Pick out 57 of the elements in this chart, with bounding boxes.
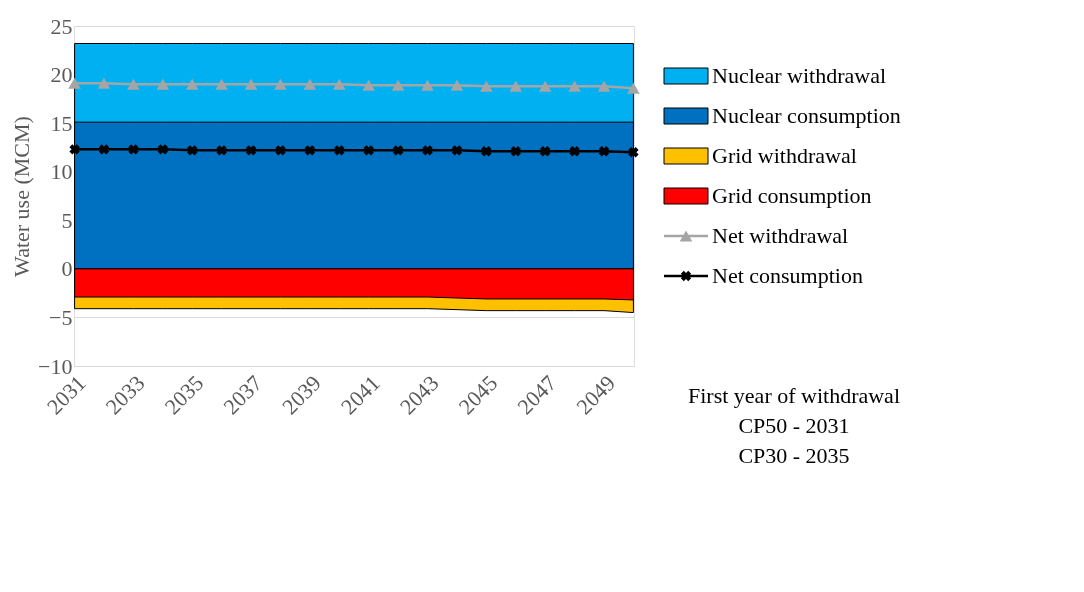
point bbox=[510, 146, 521, 157]
point bbox=[451, 145, 463, 156]
text: First year of withdrawal bbox=[688, 383, 900, 408]
point bbox=[480, 80, 493, 92]
point bbox=[422, 145, 433, 156]
y-tick-label: 0 bbox=[61, 256, 73, 282]
point bbox=[304, 145, 316, 156]
point bbox=[391, 79, 405, 91]
point bbox=[363, 145, 374, 156]
point bbox=[362, 79, 376, 91]
y-tick-label: 25 bbox=[50, 13, 73, 39]
point bbox=[275, 145, 286, 156]
point bbox=[128, 144, 139, 155]
point bbox=[597, 80, 611, 92]
y-tick-label: 5 bbox=[61, 207, 73, 233]
point bbox=[569, 146, 580, 157]
point bbox=[157, 144, 169, 155]
point bbox=[598, 146, 610, 157]
point bbox=[539, 146, 551, 157]
y-tick-label: −10 bbox=[38, 353, 73, 379]
point bbox=[627, 82, 640, 94]
point bbox=[303, 78, 317, 90]
point bbox=[421, 79, 434, 91]
y-tick-label: 10 bbox=[50, 159, 73, 185]
point bbox=[450, 79, 464, 91]
point bbox=[187, 145, 198, 156]
point bbox=[127, 78, 140, 90]
y-tick-label: 20 bbox=[50, 62, 73, 88]
point bbox=[97, 77, 111, 89]
legend-label: Nuclear consumption bbox=[712, 103, 901, 128]
point bbox=[215, 78, 228, 90]
point bbox=[98, 144, 110, 155]
y-tick-label: −5 bbox=[49, 304, 73, 330]
point bbox=[332, 78, 346, 90]
point bbox=[185, 78, 199, 90]
point bbox=[538, 80, 552, 92]
y-axis-title: Water use (MCM) bbox=[9, 116, 35, 277]
point bbox=[156, 78, 170, 90]
legend-label: Grid withdrawal bbox=[712, 143, 857, 168]
point bbox=[274, 78, 287, 90]
legend-label: Grid consumption bbox=[712, 183, 872, 208]
legend-label: Net consumption bbox=[712, 263, 863, 288]
y-tick-label: 15 bbox=[50, 110, 73, 136]
text: CP50 - 2031 bbox=[738, 413, 850, 438]
text: CP30 - 2035 bbox=[738, 443, 850, 468]
point bbox=[628, 147, 639, 158]
point bbox=[392, 145, 404, 156]
point bbox=[69, 144, 80, 155]
point bbox=[568, 80, 581, 92]
legend-label: Nuclear withdrawal bbox=[712, 63, 887, 88]
point bbox=[216, 145, 227, 156]
legend-label: Net withdrawal bbox=[712, 223, 849, 248]
point bbox=[245, 145, 257, 156]
point bbox=[244, 78, 258, 90]
point bbox=[481, 146, 492, 157]
point bbox=[334, 145, 345, 156]
point bbox=[509, 80, 523, 92]
